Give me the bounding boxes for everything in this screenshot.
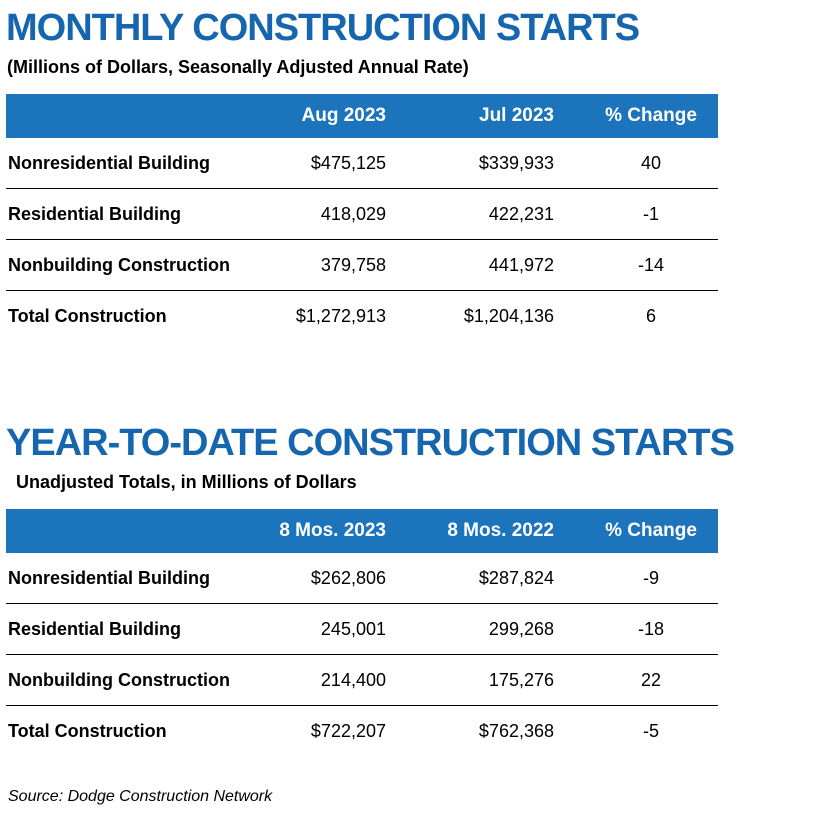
col-header-8mos-2022: 8 Mos. 2022: [447, 520, 554, 542]
8mos-2023-value: 245,001: [320, 618, 386, 639]
row-label: Nonresidential Building: [8, 152, 211, 173]
pct-change-value: -18: [637, 618, 664, 639]
pct-change-value: 6: [645, 305, 656, 326]
pct-change-value: -5: [642, 720, 659, 741]
row-label: Residential Building: [8, 618, 182, 639]
col-header-pct-change: % Change: [605, 520, 697, 542]
monthly-table-header: Aug 2023 Jul 2023 % Change: [6, 94, 718, 139]
aug-2023-value: 379,758: [320, 254, 386, 275]
8mos-2023-value: 214,400: [320, 669, 386, 690]
col-header-jul-2023: Jul 2023: [479, 105, 554, 127]
total-row: Total Construction $722,207 $762,368 -5: [6, 706, 718, 756]
table-row: Residential Building 418,029 422,231 -1: [6, 189, 718, 241]
row-label: Total Construction: [8, 720, 167, 741]
ytd-subtitle: Unadjusted Totals, in Millions of Dollar…: [16, 472, 357, 493]
monthly-section: MONTHLY CONSTRUCTION STARTS (Millions of…: [6, 7, 809, 341]
8mos-2023-value: $262,806: [310, 567, 386, 588]
8mos-2022-value: 299,268: [488, 618, 554, 639]
ytd-table-header: 8 Mos. 2023 8 Mos. 2022 % Change: [6, 509, 718, 554]
jul-2023-value: $339,933: [478, 152, 554, 173]
aug-2023-value: $475,125: [310, 152, 386, 173]
ytd-title: YEAR-TO-DATE CONSTRUCTION STARTS: [6, 422, 735, 465]
row-label: Nonbuilding Construction: [8, 669, 230, 690]
row-label: Nonbuilding Construction: [8, 254, 230, 275]
monthly-table: Aug 2023 Jul 2023 % Change Nonresidentia…: [6, 94, 718, 341]
row-label: Nonresidential Building: [8, 567, 211, 588]
jul-2023-value: 422,231: [488, 203, 554, 224]
pct-change-value: -1: [642, 203, 659, 224]
8mos-2023-value: $722,207: [310, 720, 386, 741]
col-header-8mos-2023: 8 Mos. 2023: [279, 520, 386, 542]
col-header-aug-2023: Aug 2023: [301, 105, 386, 127]
col-header-pct-change: % Change: [605, 105, 697, 127]
monthly-title: MONTHLY CONSTRUCTION STARTS: [6, 7, 640, 49]
table-row: Nonresidential Building $475,125 $339,93…: [6, 138, 718, 190]
aug-2023-value: 418,029: [320, 203, 386, 224]
pct-change-value: 40: [640, 152, 662, 173]
table-row: Nonbuilding Construction 379,758 441,972…: [6, 240, 718, 292]
pct-change-value: 22: [640, 669, 662, 690]
jul-2023-value: $1,204,136: [463, 305, 554, 326]
row-label: Residential Building: [8, 203, 182, 224]
ytd-table: 8 Mos. 2023 8 Mos. 2022 % Change Nonresi…: [6, 509, 718, 756]
total-row: Total Construction $1,272,913 $1,204,136…: [6, 291, 718, 341]
source-attribution: Source: Dodge Construction Network: [8, 788, 273, 806]
ytd-section: YEAR-TO-DATE CONSTRUCTION STARTS Unadjus…: [6, 422, 809, 756]
table-row: Nonbuilding Construction 214,400 175,276…: [6, 655, 718, 707]
8mos-2022-value: $287,824: [478, 567, 554, 588]
table-row: Residential Building 245,001 299,268 -18: [6, 604, 718, 656]
row-label: Total Construction: [8, 305, 167, 326]
8mos-2022-value: 175,276: [488, 669, 554, 690]
monthly-subtitle: (Millions of Dollars, Seasonally Adjuste…: [7, 57, 469, 78]
aug-2023-value: $1,272,913: [295, 305, 386, 326]
section-spacer: [6, 341, 809, 423]
pct-change-value: -9: [642, 567, 659, 588]
table-row: Nonresidential Building $262,806 $287,82…: [6, 553, 718, 605]
pct-change-value: -14: [637, 254, 664, 275]
8mos-2022-value: $762,368: [478, 720, 554, 741]
jul-2023-value: 441,972: [488, 254, 554, 275]
